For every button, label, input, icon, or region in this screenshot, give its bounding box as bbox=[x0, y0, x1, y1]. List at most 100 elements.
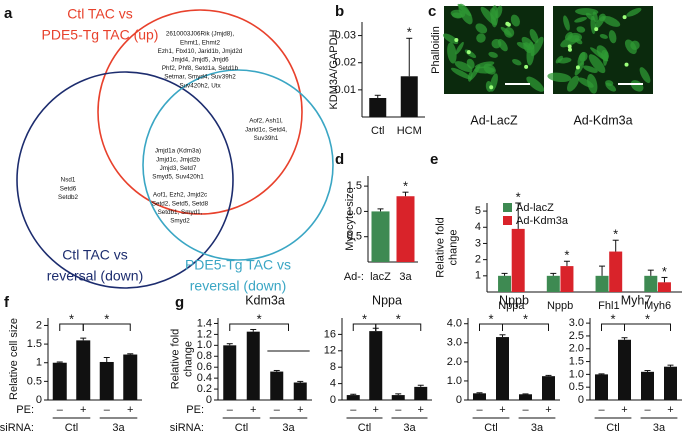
legend-label: Ad-Kdm3a bbox=[516, 215, 569, 227]
bright-spot bbox=[454, 38, 459, 43]
error-bar bbox=[499, 334, 506, 338]
error-bar bbox=[273, 369, 280, 372]
bar bbox=[76, 340, 91, 400]
x-tick-label: lacZ bbox=[370, 271, 391, 283]
y-axis-label: Relative fold bbox=[169, 329, 181, 390]
venn-gene-list: Aof2, Ash1l, bbox=[249, 118, 283, 125]
group-label: 3a bbox=[531, 422, 544, 434]
y-tick-label: 0.5 bbox=[347, 231, 362, 243]
y-tick-label: 4 bbox=[475, 221, 481, 233]
y-tick-label: 0.01 bbox=[335, 84, 356, 96]
significance: * bbox=[488, 311, 493, 326]
cell bbox=[451, 12, 463, 19]
venn-gene-list: Setd6 bbox=[60, 185, 77, 192]
venn-circle bbox=[97, 9, 303, 215]
venn-gene-list: Phf2, Phf8, Setd1a, Setd1b bbox=[162, 65, 239, 72]
x-tick-label: + bbox=[297, 404, 303, 416]
y-tick-label: 1.0 bbox=[569, 368, 584, 380]
panel-label: a bbox=[4, 5, 13, 22]
bar bbox=[664, 366, 677, 400]
error-bar bbox=[598, 373, 605, 375]
significance: * bbox=[407, 25, 412, 40]
x-tick-label: – bbox=[598, 404, 605, 416]
error-bar bbox=[545, 374, 552, 377]
error-bar bbox=[644, 370, 651, 372]
image-label: Ad-LacZ bbox=[470, 113, 518, 127]
cell bbox=[454, 61, 473, 72]
cell bbox=[575, 8, 599, 16]
bright-spot bbox=[506, 22, 511, 27]
significance: * bbox=[523, 311, 528, 326]
venn-gene-list: Setdb1, Smyd1, bbox=[158, 209, 203, 216]
venn-gene-list: Setdb2 bbox=[58, 194, 78, 201]
bar bbox=[52, 362, 67, 400]
venn-gene-list: Smyd2 bbox=[170, 217, 190, 224]
row-label: siRNA: bbox=[0, 422, 34, 434]
y-tick-label: 0.5 bbox=[569, 381, 584, 393]
cell bbox=[639, 67, 651, 84]
cell bbox=[564, 32, 573, 41]
x-tick-label: – bbox=[274, 404, 281, 416]
y-tick-label: 0 bbox=[456, 394, 462, 406]
y-tick-label: 0.5 bbox=[27, 375, 42, 387]
error-bar bbox=[621, 337, 628, 340]
bar bbox=[595, 275, 609, 292]
significance: * bbox=[613, 227, 618, 242]
cell bbox=[608, 30, 617, 44]
panel-label: f bbox=[4, 294, 10, 311]
x-prefix: Ad-: bbox=[344, 271, 364, 283]
venn-circle bbox=[142, 69, 334, 261]
cell bbox=[596, 45, 609, 60]
y-tick-label: 1.0 bbox=[347, 205, 362, 217]
x-tick-label: + bbox=[621, 404, 627, 416]
x-tick-label: Myh6 bbox=[644, 300, 671, 312]
cells bbox=[442, 3, 651, 94]
error-bar bbox=[103, 357, 110, 362]
group-label: 3a bbox=[403, 422, 416, 434]
y-tick-label: 0.6 bbox=[197, 361, 212, 373]
venn-gene-list: Nsd1 bbox=[61, 177, 76, 184]
significance-bracket bbox=[624, 323, 671, 331]
group-label: Ctl bbox=[606, 422, 619, 434]
bright-spot bbox=[567, 44, 572, 49]
y-tick-label: 0 bbox=[578, 394, 584, 406]
venn-gene-list: 2610003J06Rik (Jmjd8), bbox=[166, 31, 235, 38]
venn-set-label: reversal (down) bbox=[47, 268, 143, 284]
y-tick-label: 3.0 bbox=[569, 317, 584, 329]
y-axis-label: KDM3A/GAPDH bbox=[328, 29, 340, 109]
y-tick-label: 0.02 bbox=[335, 57, 356, 69]
bar bbox=[123, 354, 138, 400]
x-tick-label: + bbox=[499, 404, 505, 416]
bar bbox=[560, 266, 574, 292]
row-label: PE: bbox=[16, 404, 34, 416]
cell bbox=[624, 39, 637, 55]
row-label: siRNA: bbox=[170, 422, 204, 434]
significance: * bbox=[403, 179, 408, 194]
cell bbox=[475, 23, 488, 34]
venn-gene-list: Jmjd1c, Jmjd2b bbox=[156, 156, 200, 163]
bar bbox=[346, 395, 360, 400]
error-bar bbox=[56, 361, 63, 363]
y-tick-label: 0 bbox=[36, 394, 42, 406]
group-label: Ctl bbox=[235, 422, 248, 434]
error-bar bbox=[226, 343, 233, 346]
cell bbox=[560, 35, 580, 48]
bar bbox=[546, 275, 560, 292]
x-tick-label: – bbox=[644, 404, 651, 416]
venn-set-label: Ctl TAC vs bbox=[67, 6, 133, 22]
cell bbox=[510, 14, 520, 27]
error-bar bbox=[563, 260, 570, 267]
error-bar bbox=[374, 94, 381, 98]
panel-label: b bbox=[335, 3, 344, 20]
cell bbox=[583, 65, 598, 73]
error-bar bbox=[501, 272, 508, 276]
bar bbox=[473, 393, 486, 400]
y-tick-label: 0.03 bbox=[335, 29, 356, 41]
error-bar bbox=[406, 37, 413, 77]
bar bbox=[246, 331, 260, 400]
cell bbox=[500, 26, 512, 37]
legend-label: Ad-lacZ bbox=[516, 202, 554, 214]
bright-spot bbox=[622, 15, 627, 20]
bright-spot bbox=[594, 27, 599, 32]
y-tick-label: 1.4 bbox=[197, 317, 212, 329]
